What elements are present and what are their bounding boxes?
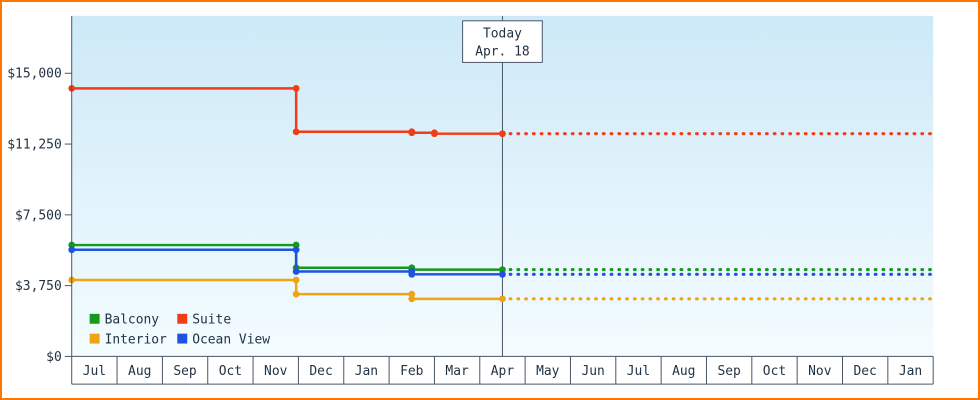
- legend-item-ocean-view: Ocean View: [177, 333, 270, 348]
- price-point: [292, 85, 300, 92]
- x-axis-label: Aug: [672, 364, 695, 379]
- legend-label-suite: Suite: [192, 313, 231, 328]
- x-axis-label: Dec: [853, 364, 876, 379]
- y-axis-label: $3,750: [15, 279, 62, 294]
- price-point: [499, 295, 506, 303]
- y-axis-label: $0: [46, 350, 62, 365]
- legend-swatch-ocean-view: [177, 333, 188, 344]
- x-axis-label: Jan: [355, 364, 378, 379]
- price-point: [292, 128, 300, 136]
- x-axis-label: Apr: [491, 364, 515, 379]
- legend-label-interior: Interior: [105, 333, 168, 348]
- today-label-line2: Apr. 18: [475, 44, 529, 59]
- price-point: [408, 295, 416, 303]
- x-axis-label: Feb: [400, 364, 423, 379]
- price-point: [431, 130, 438, 138]
- legend-swatch-interior: [89, 333, 100, 344]
- price-line-ocean-view: [71, 248, 503, 276]
- x-axis-label: Oct: [219, 364, 242, 379]
- x-axis-label: Dec: [309, 364, 332, 379]
- price-point: [499, 270, 506, 278]
- series-ocean-view: [68, 246, 935, 278]
- y-axis-label: $11,250: [7, 138, 61, 153]
- y-axis-label: $7,500: [15, 208, 62, 223]
- x-axis-label: Sep: [173, 364, 196, 379]
- price-point: [408, 270, 416, 278]
- series-interior: [68, 276, 935, 303]
- price-point: [408, 290, 416, 298]
- price-point: [292, 276, 300, 284]
- price-point: [499, 266, 506, 273]
- x-axis-label: Aug: [128, 364, 151, 379]
- x-axis-label: Sep: [717, 364, 740, 379]
- price-point: [292, 246, 300, 254]
- price-point: [292, 268, 300, 275]
- x-axis-label: May: [536, 364, 560, 379]
- today-label-line1: Today: [483, 27, 522, 42]
- x-axis-label: Nov: [264, 364, 288, 379]
- price-line-balcony: [71, 243, 503, 271]
- x-axis-label: Nov: [808, 364, 832, 379]
- legend-swatch-suite: [177, 313, 188, 324]
- legend-label-balcony: Balcony: [105, 313, 160, 328]
- price-line-interior: [71, 278, 503, 301]
- today-label-box: [462, 20, 543, 63]
- series-suite: [68, 85, 935, 138]
- x-axis-label: Jul: [83, 364, 106, 379]
- x-axis-label: Jan: [899, 364, 922, 379]
- x-axis-label: Jul: [627, 364, 650, 379]
- x-axis-label: Mar: [445, 364, 469, 379]
- legend-item-suite: Suite: [177, 313, 231, 328]
- legend-item-balcony: Balcony: [89, 313, 160, 328]
- price-point: [292, 241, 300, 249]
- legend-label-ocean-view: Ocean View: [192, 333, 270, 348]
- price-point: [292, 290, 300, 298]
- legend-swatch-balcony: [89, 313, 100, 324]
- legend-item-interior: Interior: [89, 333, 168, 348]
- x-axis-label: Oct: [763, 364, 786, 379]
- x-axis-label: Jun: [581, 364, 604, 379]
- price-point: [408, 129, 416, 137]
- price-point: [499, 130, 506, 138]
- y-axis-label: $15,000: [7, 67, 61, 82]
